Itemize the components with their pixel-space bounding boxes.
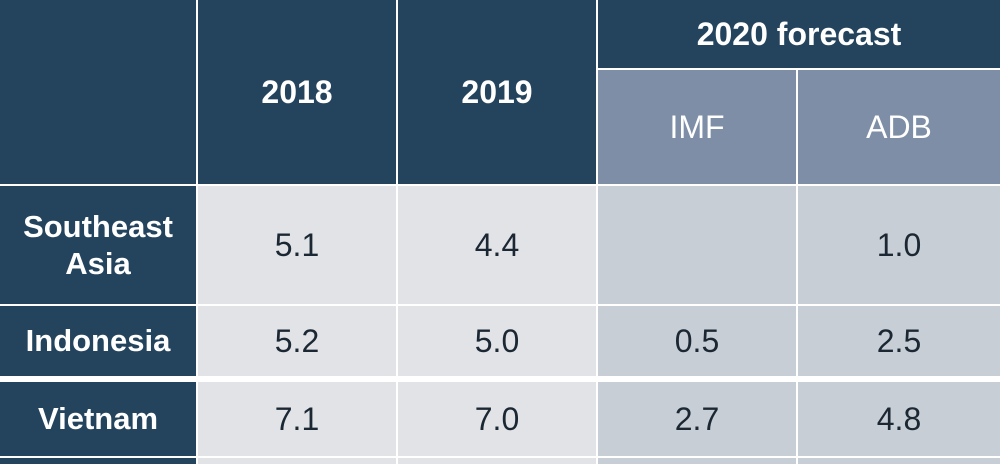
cell-indonesia-2019: 5.0 <box>398 306 596 376</box>
cell-vietnam-adb: 4.8 <box>798 382 1000 456</box>
header-2020-forecast: 2020 forecast <box>598 0 1000 68</box>
row-label-line2: Asia <box>65 246 131 281</box>
row-partial-adb <box>798 458 1000 464</box>
row-partial-imf <box>598 458 796 464</box>
header-2019: 2019 <box>398 0 596 184</box>
cell-sea-2018: 5.1 <box>198 186 396 304</box>
row-label-indonesia: Indonesia <box>0 306 196 376</box>
header-imf: IMF <box>598 70 796 184</box>
cell-sea-adb: 1.0 <box>798 186 1000 304</box>
row-partial-2019 <box>398 458 596 464</box>
header-adb: ADB <box>798 70 1000 184</box>
row-label-southeast-asia: Southeast Asia <box>0 186 196 304</box>
header-2018: 2018 <box>198 0 396 184</box>
cell-sea-2019: 4.4 <box>398 186 596 304</box>
cell-indonesia-imf: 0.5 <box>598 306 796 376</box>
row-label-vietnam: Vietnam <box>0 382 196 456</box>
cell-indonesia-adb: 2.5 <box>798 306 1000 376</box>
cell-indonesia-2018: 5.2 <box>198 306 396 376</box>
cell-vietnam-2019: 7.0 <box>398 382 596 456</box>
cell-vietnam-imf: 2.7 <box>598 382 796 456</box>
row-partial-2018 <box>198 458 396 464</box>
row-label-line1: Southeast <box>23 208 173 244</box>
cell-sea-imf <box>598 186 796 304</box>
row-partial-label <box>0 458 196 464</box>
header-empty-corner <box>0 0 196 184</box>
cell-vietnam-2018: 7.1 <box>198 382 396 456</box>
